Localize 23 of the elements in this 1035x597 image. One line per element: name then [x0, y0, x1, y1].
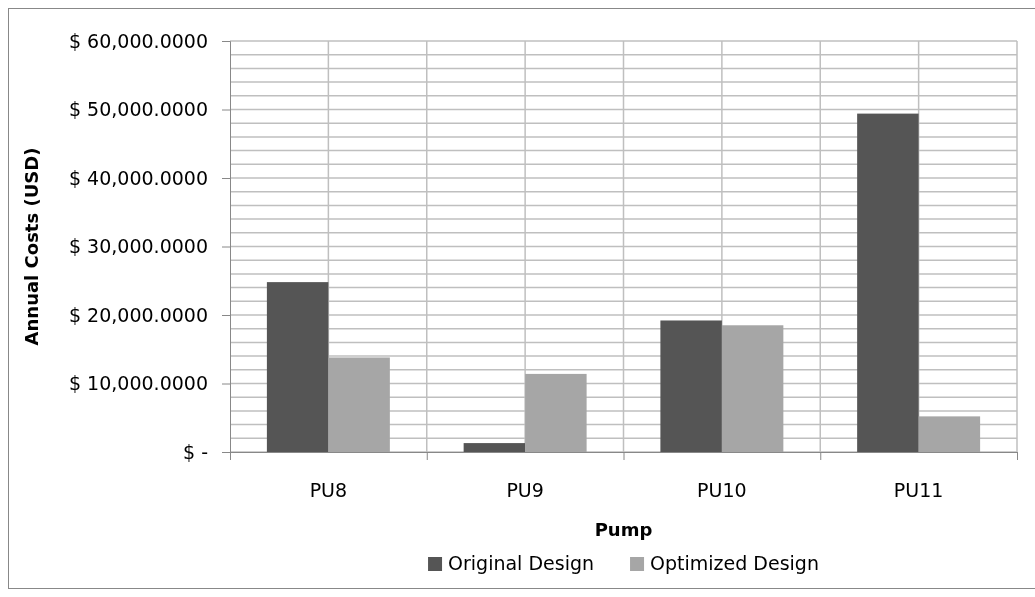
- y-tick-label: $ 10,000.0000: [68, 372, 208, 395]
- y-axis-title: Annual Costs (USD): [21, 147, 42, 346]
- x-axis-title: Pump: [594, 519, 653, 540]
- y-tick-label: $ 30,000.0000: [68, 235, 208, 258]
- x-tick-label: PU9: [506, 479, 544, 501]
- y-tick-label: $ 20,000.0000: [68, 303, 208, 326]
- bar: [463, 443, 526, 452]
- x-tick-label: PU10: [697, 479, 747, 501]
- y-tick-label: $ -: [183, 440, 208, 463]
- legend-label: Original Design: [448, 552, 595, 574]
- bar: [918, 416, 981, 452]
- y-tick-label: $ 40,000.0000: [68, 166, 208, 189]
- legend-label: Optimized Design: [650, 552, 819, 574]
- y-tick-label: $ 50,000.0000: [68, 98, 208, 121]
- bar: [660, 320, 722, 452]
- bar: [525, 373, 587, 452]
- bar: [266, 282, 329, 452]
- bar: [721, 325, 784, 452]
- bar: [328, 357, 390, 452]
- bar: [857, 113, 919, 452]
- x-tick-label: PU8: [309, 479, 348, 501]
- x-tick-label: PU11: [893, 479, 944, 501]
- y-tick-label: $ 60,000.0000: [68, 29, 208, 52]
